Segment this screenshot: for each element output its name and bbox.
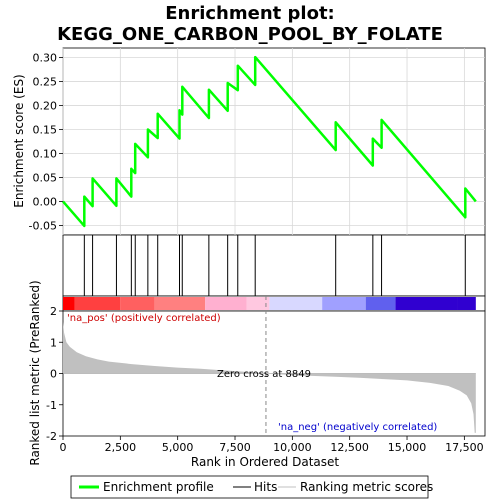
heatmap-segment	[74, 297, 121, 310]
pos-label: 'na_pos' (positively correlated)	[67, 313, 221, 324]
es-grid	[62, 48, 485, 235]
x-tick-label: 17,500	[445, 441, 484, 454]
x-tick-label: 15,000	[388, 441, 427, 454]
x-tick-label: 7,500	[219, 441, 251, 454]
x-tick-label: 10,000	[273, 441, 312, 454]
es-y-tick-label: -0.05	[29, 219, 57, 232]
legend-label-enrichment: Enrichment profile	[103, 480, 214, 494]
heatmap-segment	[63, 297, 75, 310]
es-y-tick-label: 0.05	[33, 171, 58, 184]
x-tick-label: 0	[60, 441, 67, 454]
x-tick-label: 5,000	[162, 441, 194, 454]
heatmap-segment	[395, 297, 458, 310]
x-tick-label: 12,500	[330, 441, 369, 454]
es-y-tick-label: 0.00	[33, 195, 58, 208]
es-line-group	[62, 55, 477, 228]
es-y-tick-label: 0.10	[33, 147, 58, 160]
chart-title-line2: KEGG_ONE_CARBON_POOL_BY_FOLATE	[57, 24, 443, 45]
es-y-ticks: -0.05 0.00 0.05 0.10 0.15 0.20 0.25 0.30	[29, 52, 63, 232]
neg-label: 'na_neg' (negatively correlated)	[278, 422, 437, 433]
zero-cross-label: Zero cross at 8849	[217, 369, 311, 380]
heatmap-segment	[365, 297, 396, 310]
es-y-tick-label: 0.20	[33, 100, 58, 113]
es-panel-frame	[62, 47, 486, 236]
heatmap-segment	[269, 297, 323, 310]
x-ticks: 0 2,500 5,000 7,500 10,000 12,500 15,000 17,500	[60, 436, 484, 454]
metric-y-tick-label: 2	[50, 305, 57, 318]
heatmap-segment	[457, 297, 476, 310]
heatmap-segment	[154, 297, 206, 310]
metric-y-tick-label: 0	[50, 368, 57, 381]
metric-group	[63, 296, 476, 436]
x-axis-label: Rank in Ordered Dataset	[191, 455, 339, 469]
metric-y-ticks: -2 -1 0 1 2	[46, 305, 63, 443]
heatmap-segment	[246, 297, 270, 310]
metric-y-tick-label: -1	[46, 399, 57, 412]
enrichment-profile-line	[62, 55, 477, 228]
metric-y-tick-label: 1	[50, 336, 57, 349]
legend-label-hits: Hits	[254, 480, 277, 494]
legend: Enrichment profile Hits Ranking metric s…	[70, 475, 433, 499]
hits-panel-frame	[62, 234, 486, 297]
es-y-tick-label: 0.30	[33, 52, 58, 65]
metric-y-axis-label: Ranked list metric (PreRanked)	[28, 280, 42, 465]
chart-title-line1: Enrichment plot:	[165, 3, 335, 24]
hits-group	[83, 235, 466, 296]
heatmap-segment	[322, 297, 366, 310]
heatmap-segment	[120, 297, 155, 310]
x-tick-label: 2,500	[105, 441, 137, 454]
metric-y-tick-label: -2	[46, 430, 57, 443]
es-y-axis-label: Enrichment score (ES)	[12, 74, 26, 207]
ranking-metric-area	[63, 321, 476, 433]
es-y-tick-label: 0.15	[33, 124, 58, 137]
legend-label-metric: Ranking metric scores	[300, 480, 433, 494]
heatmap-group	[63, 297, 476, 310]
heatmap-segment	[205, 297, 247, 310]
es-y-tick-label: 0.25	[33, 76, 58, 89]
